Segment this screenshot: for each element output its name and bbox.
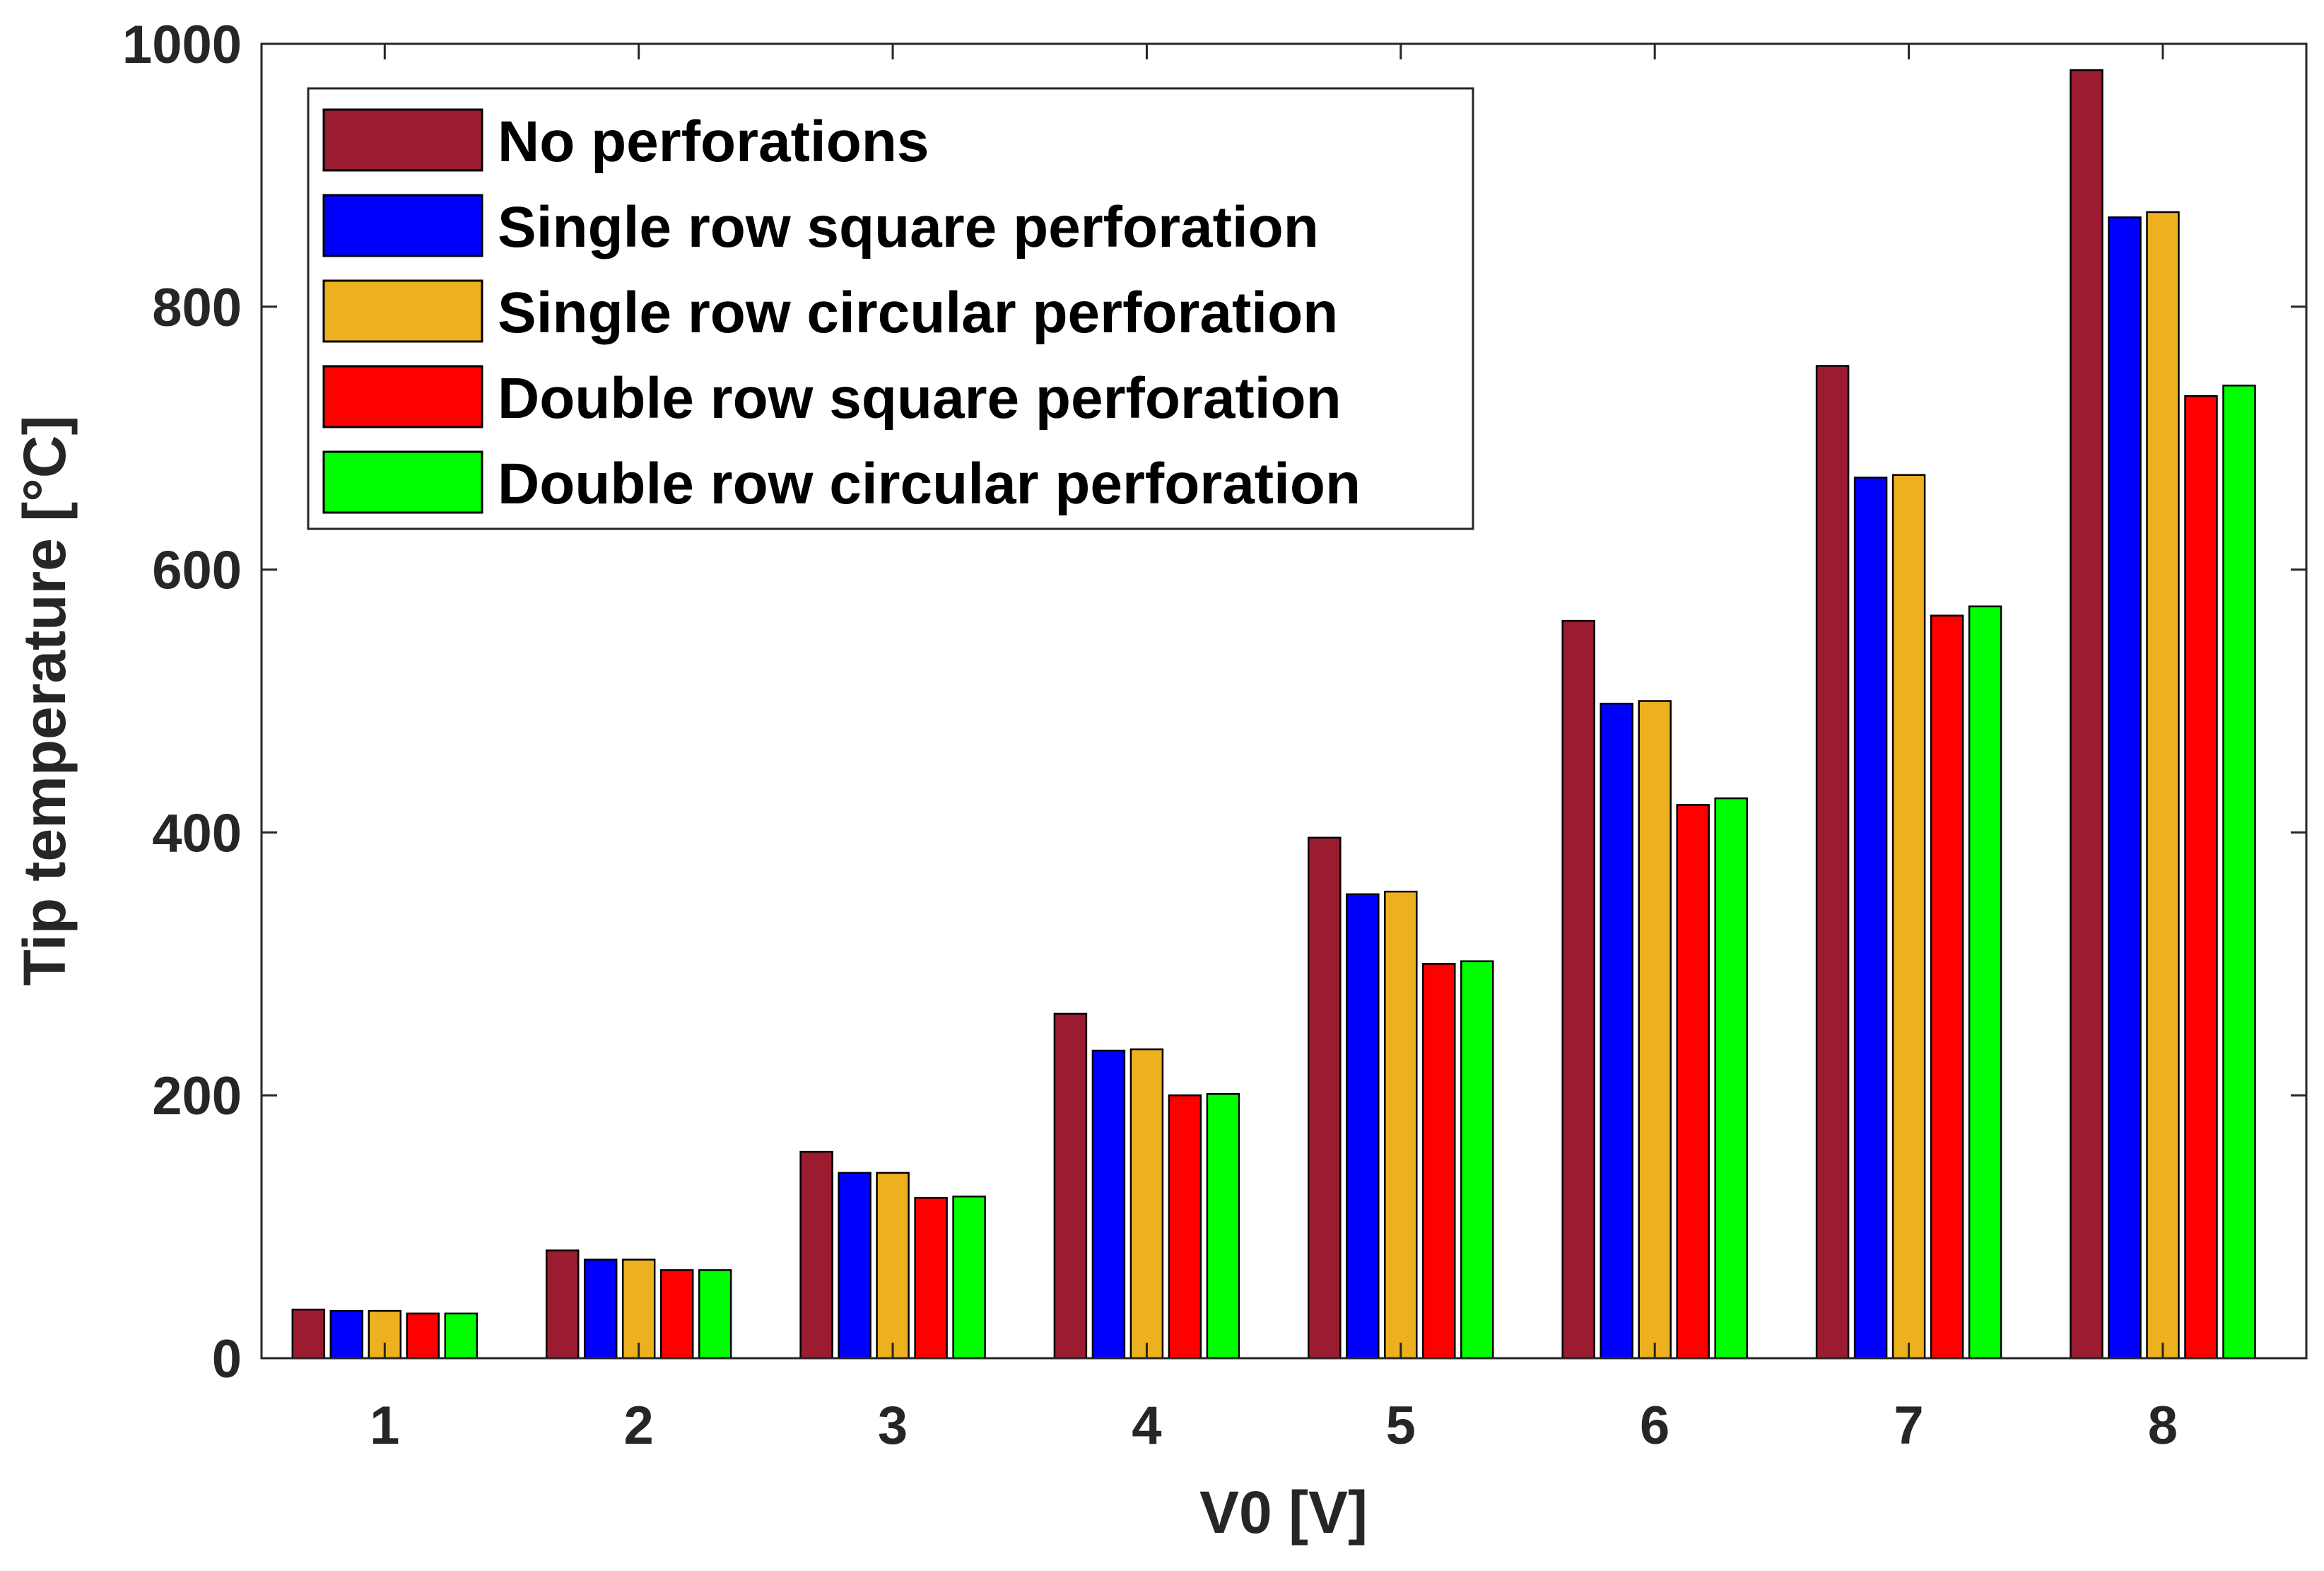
bars-layer bbox=[291, 69, 2256, 1360]
bar-5-cat-6 bbox=[1714, 797, 1748, 1360]
legend-box bbox=[307, 87, 1474, 530]
bar-5-cat-2 bbox=[698, 1269, 732, 1360]
x-tick-label-4: 4 bbox=[1132, 1396, 1161, 1456]
x-axis-ticks: 1 2 3 4 5 6 7 8 bbox=[370, 44, 2178, 1456]
bar-2-cat-7 bbox=[1853, 477, 1888, 1360]
bar-2-cat-1 bbox=[329, 1309, 364, 1360]
bar-3-cat-7 bbox=[1891, 474, 1926, 1360]
bar-1-cat-7 bbox=[1815, 365, 1850, 1360]
bar-4-cat-8 bbox=[2184, 395, 2218, 1360]
y-tick-label-800: 800 bbox=[152, 278, 242, 338]
bar-5-cat-8 bbox=[2222, 385, 2256, 1360]
legend: No perforations Single row square perfora… bbox=[307, 87, 1474, 530]
bar-2-cat-3 bbox=[838, 1172, 872, 1360]
axes-layer bbox=[260, 42, 2308, 1360]
bar-5-cat-5 bbox=[1460, 960, 1494, 1360]
bar-3-cat-3 bbox=[876, 1172, 910, 1360]
bar-1-cat-4 bbox=[1053, 1012, 1088, 1360]
bar-1-cat-5 bbox=[1308, 836, 1342, 1360]
legend-label-3: Single row circular perforation bbox=[498, 281, 1338, 345]
y-tick-label-200: 200 bbox=[152, 1066, 242, 1126]
legend-label-4: Double row square perforation bbox=[498, 366, 1342, 431]
y-axis-title: Tip temperature [°C] bbox=[11, 416, 78, 986]
bar-1-cat-3 bbox=[799, 1150, 833, 1360]
legend-label-1: No perforations bbox=[498, 110, 929, 174]
bar-1-cat-1 bbox=[291, 1308, 326, 1360]
bar-3-cat-8 bbox=[2146, 211, 2180, 1360]
x-axis-title: V0 [V] bbox=[1199, 1479, 1368, 1546]
axes-frame bbox=[260, 42, 2308, 1360]
bar-2-cat-5 bbox=[1346, 893, 1380, 1360]
x-tick-label-8: 8 bbox=[2148, 1396, 2178, 1456]
legend-swatch-2 bbox=[322, 194, 483, 257]
x-tick-label-7: 7 bbox=[1894, 1396, 1923, 1456]
bar-3-cat-2 bbox=[621, 1258, 656, 1360]
x-tick-label-3: 3 bbox=[878, 1396, 908, 1456]
bar-2-cat-6 bbox=[1600, 702, 1633, 1360]
bar-5-cat-3 bbox=[952, 1196, 986, 1360]
bar-5-cat-7 bbox=[1968, 605, 2002, 1360]
bar-5-cat-1 bbox=[444, 1312, 479, 1360]
x-tick-label-6: 6 bbox=[1640, 1396, 1669, 1456]
y-tick-label-400: 400 bbox=[152, 803, 242, 863]
bar-1-cat-6 bbox=[1561, 619, 1595, 1360]
bar-1-cat-8 bbox=[2070, 69, 2103, 1360]
bar-4-cat-5 bbox=[1422, 963, 1456, 1360]
bar-4-cat-4 bbox=[1168, 1094, 1202, 1360]
bar-3-cat-5 bbox=[1384, 890, 1418, 1360]
legend-swatch-3 bbox=[322, 279, 483, 343]
x-tick-label-5: 5 bbox=[1386, 1396, 1416, 1456]
y-tick-label-0: 0 bbox=[212, 1329, 242, 1389]
bar-4-cat-2 bbox=[659, 1269, 694, 1360]
legend-swatch-1 bbox=[322, 108, 483, 172]
y-tick-label-600: 600 bbox=[152, 541, 242, 601]
bar-4-cat-7 bbox=[1930, 614, 1964, 1360]
bar-3-cat-4 bbox=[1129, 1048, 1164, 1360]
x-tick-label-1: 1 bbox=[370, 1396, 399, 1456]
legend-label-2: Single row square perforation bbox=[498, 195, 1319, 259]
bar-4-cat-6 bbox=[1676, 804, 1710, 1360]
legend-swatch-4 bbox=[322, 365, 483, 428]
bar-3-cat-6 bbox=[1638, 700, 1672, 1360]
bar-1-cat-2 bbox=[545, 1249, 580, 1360]
legend-swatch-5 bbox=[322, 450, 483, 514]
legend-label-5: Double row circular perforation bbox=[498, 452, 1361, 516]
bar-2-cat-8 bbox=[2108, 216, 2142, 1360]
y-axis-ticks: 0 200 400 600 800 1000 bbox=[122, 15, 2306, 1389]
bar-5-cat-4 bbox=[1206, 1093, 1240, 1360]
x-tick-label-2: 2 bbox=[624, 1396, 654, 1456]
y-tick-label-1000: 1000 bbox=[122, 15, 242, 75]
bar-2-cat-2 bbox=[583, 1258, 618, 1360]
bar-2-cat-4 bbox=[1091, 1049, 1126, 1360]
bar-4-cat-1 bbox=[406, 1312, 440, 1360]
bar-4-cat-3 bbox=[914, 1196, 948, 1360]
